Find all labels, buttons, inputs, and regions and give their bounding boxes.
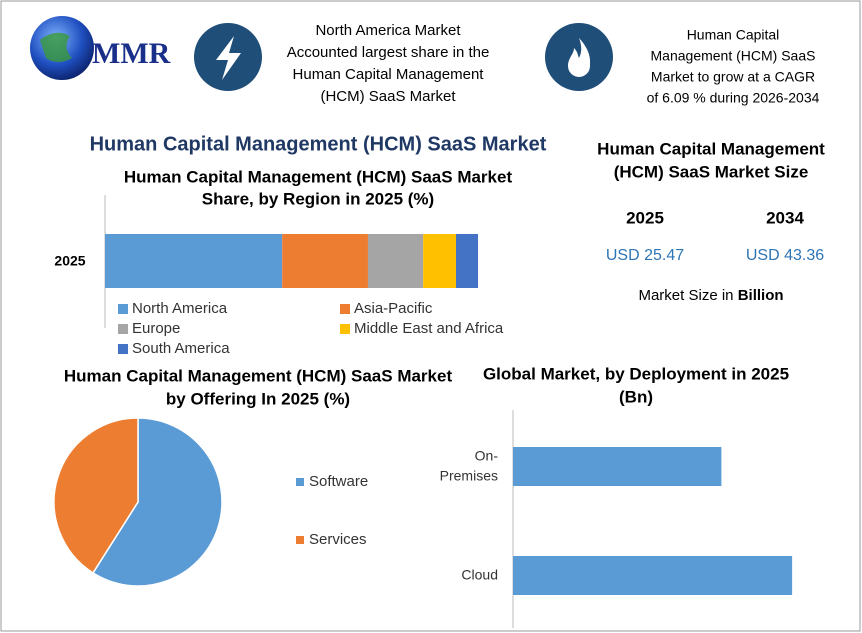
legend-label: Services <box>309 531 367 548</box>
legend-label: Middle East and Africa <box>354 320 504 337</box>
info-text: (HCM) SaaS Market <box>320 88 456 105</box>
legend-swatch <box>340 324 350 334</box>
legend-swatch <box>296 478 304 486</box>
y-tick-label: On- <box>475 448 499 464</box>
bar-segment <box>282 234 368 288</box>
y-tick-label: Cloud <box>461 567 498 583</box>
bar <box>513 447 722 486</box>
chart-title: Human Capital Management (HCM) SaaS Mark… <box>124 167 513 186</box>
info-text: Human Capital <box>687 27 780 43</box>
logo-text: MMR <box>92 37 171 70</box>
size-value: USD 43.36 <box>746 247 824 264</box>
info-text: North America Market <box>315 22 461 39</box>
info-text: Management (HCM) SaaS <box>651 48 816 64</box>
legend-swatch <box>118 304 128 314</box>
note-text: Market Size in <box>638 287 733 304</box>
legend-swatch <box>296 536 304 544</box>
info-icon <box>545 23 613 91</box>
size-value: USD 25.47 <box>606 247 684 264</box>
chart-title: Human Capital Management (HCM) SaaS Mark… <box>64 366 453 385</box>
bar-segment <box>455 234 478 288</box>
note-unit: Billion <box>738 287 784 304</box>
year-label: 2034 <box>766 208 804 227</box>
chart-title: (Bn) <box>619 387 653 406</box>
chart-title: by Offering In 2025 (%) <box>166 389 350 408</box>
info-text: of 6.09 % during 2026-2034 <box>647 90 820 106</box>
legend-label: North America <box>132 300 228 317</box>
size-note: Market Size in Billion <box>638 287 783 304</box>
legend-swatch <box>118 324 128 334</box>
info-text: Accounted largest share in the <box>287 44 490 61</box>
chart-title: Global Market, by Deployment in 2025 <box>483 364 789 383</box>
logo: MMR <box>30 16 171 80</box>
panel-title: (HCM) SaaS Market Size <box>614 162 809 181</box>
legend-label: South America <box>132 340 230 357</box>
legend-swatch <box>118 344 128 354</box>
main-title: Human Capital Management (HCM) SaaS Mark… <box>90 133 547 155</box>
y-tick-label: Premises <box>440 468 498 484</box>
bar-segment <box>105 234 283 288</box>
pie-slice <box>91 417 223 587</box>
pie-slice <box>53 417 139 574</box>
bar <box>513 556 793 595</box>
panel-title: Human Capital Management <box>597 139 825 158</box>
chart-title: Share, by Region in 2025 (%) <box>202 189 434 208</box>
info-text: Human Capital Management <box>293 66 485 83</box>
y-tick-label: 2025 <box>54 253 85 269</box>
legend-swatch <box>340 304 350 314</box>
legend-label: Software <box>309 473 368 490</box>
info-text: Market to grow at a CAGR <box>651 69 815 85</box>
lightning-icon <box>216 36 241 80</box>
bar-segment <box>367 234 424 288</box>
flame-icon <box>568 38 591 77</box>
legend-label: Europe <box>132 320 180 337</box>
bar-segment <box>423 234 456 288</box>
legend-label: Asia-Pacific <box>354 300 433 317</box>
logo-land <box>40 32 72 62</box>
year-label: 2025 <box>626 208 664 227</box>
